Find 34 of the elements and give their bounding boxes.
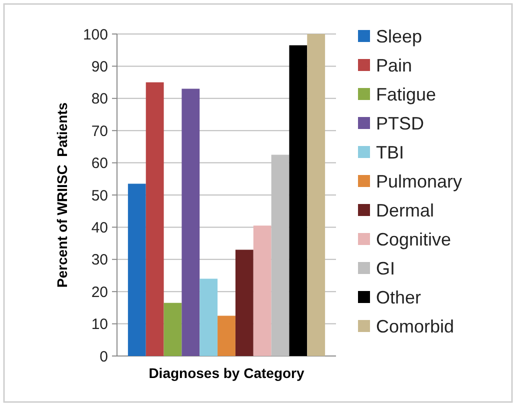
bar <box>235 250 254 356</box>
legend-label: Pulmonary <box>376 171 462 192</box>
y-tick-label: 10 <box>91 316 108 334</box>
y-tick-label: 90 <box>91 58 108 76</box>
bar <box>253 226 272 356</box>
bar <box>289 45 308 356</box>
y-tick-label: 20 <box>91 284 108 301</box>
legend-label: TBI <box>376 142 404 162</box>
bar <box>307 34 326 356</box>
x-axis-title: Diagnoses by Category <box>148 365 305 381</box>
legend-label: Fatigue <box>376 84 436 104</box>
y-tick-label: 70 <box>91 122 108 140</box>
legend-label: Other <box>376 287 422 308</box>
bar <box>164 302 182 356</box>
bar <box>128 184 146 356</box>
bar <box>200 278 218 356</box>
legend-label: Sleep <box>376 26 422 46</box>
bar <box>146 82 164 356</box>
y-axis-title: Percent of WRIISC Patients <box>54 102 70 288</box>
y-tick-label: 60 <box>91 155 108 172</box>
legend-label: GI <box>376 258 396 278</box>
legend-label: Dermal <box>376 200 434 220</box>
bar <box>182 88 200 356</box>
y-tick-label: 30 <box>91 252 108 269</box>
legend-label: Comorbid <box>376 316 454 336</box>
legend-label: Pain <box>376 55 412 76</box>
y-tick-label: 0 <box>100 348 108 366</box>
y-tick-label: 40 <box>91 219 108 236</box>
legend-label: PTSD <box>376 113 424 134</box>
y-tick-label: 50 <box>91 187 108 204</box>
y-tick-label: 100 <box>82 26 108 44</box>
y-tick-label: 80 <box>91 90 108 108</box>
legend-label: Cognitive <box>376 229 452 250</box>
bar <box>218 316 236 356</box>
